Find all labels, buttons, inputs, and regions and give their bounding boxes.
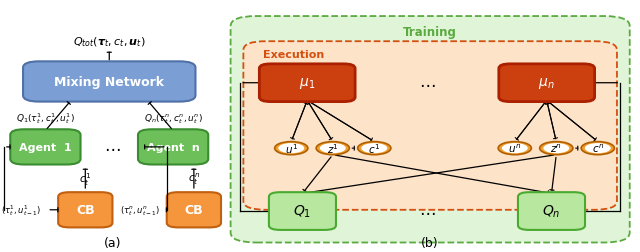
- Circle shape: [362, 143, 387, 154]
- FancyBboxPatch shape: [499, 65, 595, 102]
- Text: Agent  1: Agent 1: [19, 142, 72, 152]
- Circle shape: [498, 142, 531, 155]
- Circle shape: [585, 143, 611, 154]
- Text: $c^1$: $c^1$: [368, 142, 380, 155]
- FancyBboxPatch shape: [10, 130, 81, 165]
- Text: $c_t^n$: $c_t^n$: [188, 171, 200, 186]
- Circle shape: [275, 142, 308, 155]
- Circle shape: [358, 142, 391, 155]
- Text: $Q_1$: $Q_1$: [293, 203, 312, 219]
- Text: $\mu_1$: $\mu_1$: [299, 76, 316, 91]
- Text: CB: CB: [184, 203, 203, 216]
- Text: Execution: Execution: [262, 50, 324, 59]
- FancyBboxPatch shape: [167, 193, 221, 228]
- Circle shape: [320, 143, 346, 154]
- Text: Training: Training: [403, 26, 457, 39]
- Text: $\cdots$: $\cdots$: [104, 138, 121, 156]
- Text: $\mu_n$: $\mu_n$: [538, 76, 555, 91]
- Text: $(\tau_t^n, u_{t-1}^n)$: $(\tau_t^n, u_{t-1}^n)$: [120, 203, 161, 217]
- Text: (a): (a): [104, 236, 121, 249]
- Text: Agent  n: Agent n: [147, 142, 200, 152]
- Circle shape: [543, 143, 569, 154]
- Text: $Q_n(\tau_t^n, c_t^n, u_t^n)$: $Q_n(\tau_t^n, c_t^n, u_t^n)$: [144, 113, 202, 126]
- Circle shape: [502, 143, 528, 154]
- Text: $u^n$: $u^n$: [508, 142, 522, 155]
- Circle shape: [540, 142, 573, 155]
- Text: $z^1$: $z^1$: [327, 142, 339, 155]
- FancyBboxPatch shape: [269, 193, 336, 230]
- Text: CB: CB: [76, 203, 95, 216]
- Text: $c_t^1$: $c_t^1$: [79, 170, 92, 187]
- Circle shape: [581, 142, 614, 155]
- FancyBboxPatch shape: [58, 193, 113, 228]
- Circle shape: [278, 143, 304, 154]
- Text: $Q_1(\tau_t^1, c_t^1, u_t^1)$: $Q_1(\tau_t^1, c_t^1, u_t^1)$: [16, 111, 75, 126]
- Text: $Q_n$: $Q_n$: [542, 203, 561, 219]
- FancyBboxPatch shape: [230, 17, 630, 242]
- Text: $c^n$: $c^n$: [591, 142, 604, 155]
- Text: Mixing Network: Mixing Network: [54, 76, 164, 89]
- Text: $u^1$: $u^1$: [285, 142, 298, 155]
- Text: $(\tau_t^1, u_{t-1}^1)$: $(\tau_t^1, u_{t-1}^1)$: [1, 203, 41, 217]
- Text: $\cdots$: $\cdots$: [419, 74, 435, 92]
- FancyBboxPatch shape: [243, 42, 617, 210]
- Circle shape: [316, 142, 349, 155]
- FancyBboxPatch shape: [518, 193, 585, 230]
- FancyBboxPatch shape: [138, 130, 208, 165]
- Text: $Q_{tot}(\boldsymbol{\tau}_t, c_t, \boldsymbol{u}_t)$: $Q_{tot}(\boldsymbol{\tau}_t, c_t, \bold…: [73, 35, 145, 48]
- FancyBboxPatch shape: [259, 65, 355, 102]
- FancyBboxPatch shape: [23, 62, 195, 102]
- Text: $\cdots$: $\cdots$: [419, 202, 435, 220]
- Text: $z^n$: $z^n$: [550, 142, 563, 155]
- Text: (b): (b): [421, 236, 439, 249]
